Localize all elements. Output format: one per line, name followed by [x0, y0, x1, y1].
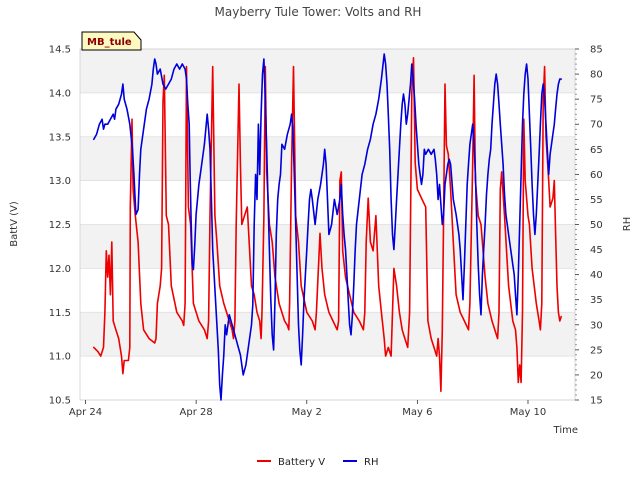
- badge-shape: [81, 31, 142, 51]
- badge-label: MB_tule: [87, 37, 132, 48]
- x-axis-title: Time: [553, 425, 578, 436]
- grid-band: [80, 49, 575, 93]
- y-tick-label-right: 70: [590, 120, 603, 131]
- chart-title: Mayberry Tule Tower: Volts and RH: [215, 5, 422, 19]
- legend: Battery V RH: [257, 457, 378, 468]
- battery-v-line: [93, 56, 563, 393]
- y-tick-label-left: 11.5: [49, 308, 71, 319]
- y-tick-label-right: 65: [590, 145, 603, 156]
- y-tick-label-left: 13.5: [49, 132, 71, 143]
- y-tick-label-left: 14.0: [49, 88, 71, 99]
- y-tick-label-left: 13.0: [49, 176, 71, 187]
- y-axis-left-title: BattV (V): [9, 201, 20, 247]
- x-tick-label: May 6: [402, 407, 432, 418]
- legend-label-battery: Battery V: [278, 457, 325, 468]
- grid-band: [80, 224, 575, 269]
- legend-label-rh: RH: [364, 457, 378, 468]
- y-tick-label-right: 30: [590, 320, 603, 331]
- y-tick-label-right: 85: [590, 45, 603, 56]
- y-tick-label-right: 75: [590, 95, 603, 106]
- y-tick-label-left: 12.0: [49, 264, 71, 275]
- y-tick-label-left: 14.5: [49, 45, 71, 56]
- y-tick-label-right: 60: [590, 170, 603, 181]
- y-tick-label-right: 80: [590, 70, 603, 81]
- x-tick-label: Apr 28: [180, 407, 213, 418]
- y-tick-label-right: 55: [590, 195, 603, 206]
- x-tick-label: May 2: [292, 407, 322, 418]
- station-badge: MB_tule: [81, 31, 142, 51]
- grid-band: [80, 312, 575, 357]
- y-tick-label-right: 40: [590, 270, 603, 281]
- y-tick-label-left: 12.5: [49, 220, 71, 231]
- y-tick-label-right: 15: [590, 396, 603, 407]
- x-tick-label: May 10: [510, 407, 547, 418]
- x-tick-label: Apr 24: [69, 407, 102, 418]
- y-tick-label-right: 50: [590, 220, 603, 231]
- y-axis-right-title: RH: [622, 217, 633, 231]
- y-tick-label-left: 11.0: [49, 352, 71, 363]
- y-tick-label-left: 10.5: [49, 396, 71, 407]
- y-tick-label-right: 45: [590, 245, 603, 256]
- y-tick-label-right: 20: [590, 370, 603, 381]
- y-tick-label-right: 25: [590, 345, 603, 356]
- rh-line: [93, 53, 563, 401]
- y-tick-label-right: 35: [590, 295, 603, 306]
